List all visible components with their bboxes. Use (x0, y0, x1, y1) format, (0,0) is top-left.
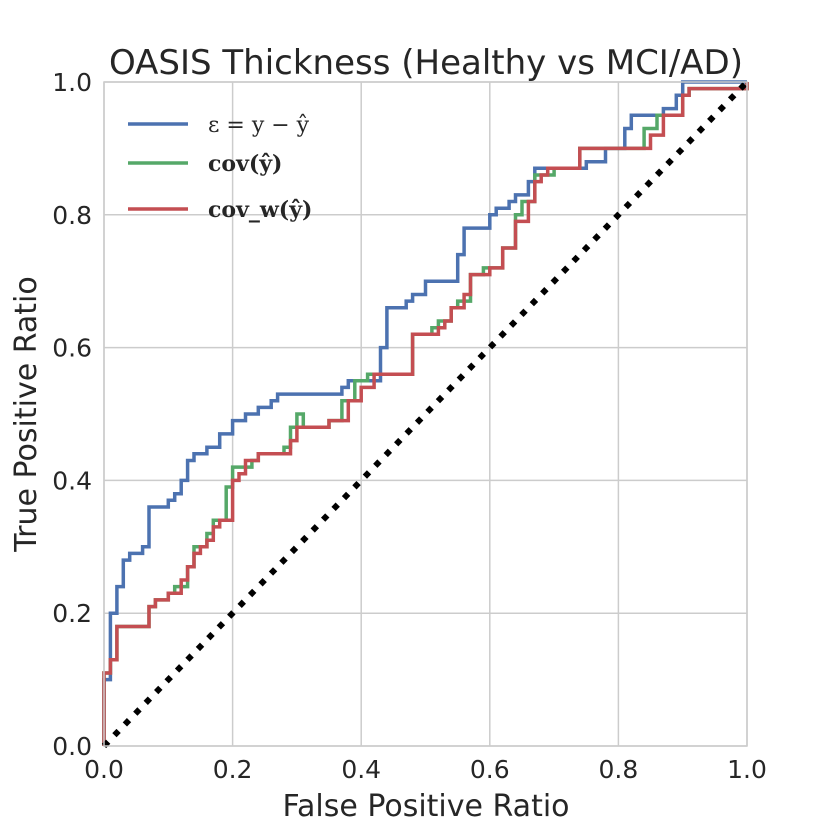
x-tick-label: 1.0 (727, 755, 767, 784)
x-tick-label: 0.4 (341, 755, 381, 784)
series-layer (102, 80, 749, 746)
legend-label-cov: cov(ŷ) (208, 151, 282, 177)
x-tick-labels: 0.0 0.2 0.4 0.6 0.8 1.0 (84, 755, 767, 784)
x-tick-label: 0.0 (84, 755, 124, 784)
y-tick-labels: 0.0 0.2 0.4 0.6 0.8 1.0 (52, 68, 92, 761)
chart-title: OASIS Thickness (Healthy vs MCI/AD) (109, 43, 743, 83)
series-line-epsilon (102, 80, 747, 746)
chance-diagonal-line (101, 79, 750, 749)
x-axis-label: False Positive Ratio (282, 789, 569, 824)
y-tick-label: 0.2 (52, 599, 92, 628)
y-tick-label: 0.8 (52, 201, 92, 230)
y-axis-label: True Positive Ratio (9, 276, 44, 552)
x-tick-label: 0.8 (599, 755, 639, 784)
x-tick-label: 0.6 (470, 755, 510, 784)
y-tick-label: 0.0 (52, 732, 92, 761)
x-tick-label: 0.2 (213, 755, 253, 784)
y-tick-label: 1.0 (52, 68, 92, 97)
plot-frame (103, 81, 748, 747)
grid-lines (103, 81, 748, 747)
y-tick-label: 0.4 (52, 466, 92, 495)
legend-label-epsilon: ε = y − ŷ (208, 113, 310, 138)
series-line-cov-w (102, 82, 749, 746)
y-tick-label: 0.6 (52, 334, 92, 363)
legend-label-cov-w: cov_w(ŷ) (208, 197, 312, 223)
legend: ε = y − ŷ cov(ŷ) cov_w(ŷ) (128, 113, 312, 223)
